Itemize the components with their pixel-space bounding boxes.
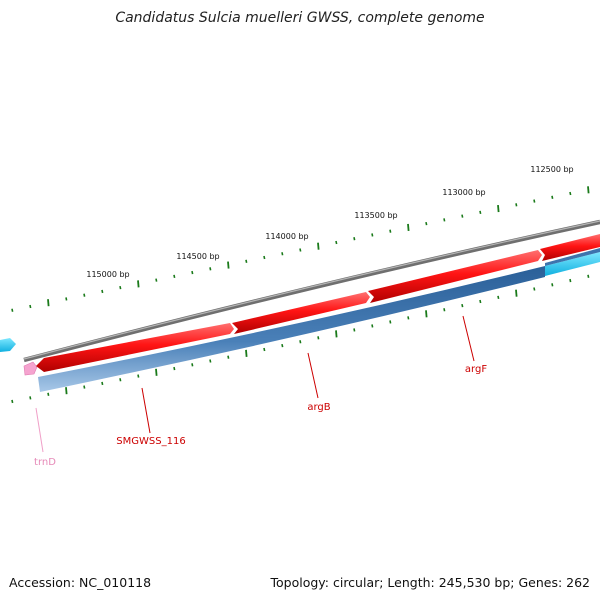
ruler-minor-tick: [389, 320, 392, 324]
gene-block-red-2[interactable]: [232, 292, 370, 334]
ruler-major-tick: [65, 387, 68, 395]
trnD-connector: [35, 407, 44, 453]
ruler-minor-tick: [227, 355, 230, 359]
ruler-minor-tick: [443, 308, 446, 312]
ruler-minor-tick: [173, 274, 176, 279]
gene-block-blue-1[interactable]: [38, 266, 545, 392]
ruler-minor-tick: [29, 304, 32, 309]
ruler-minor-tick: [101, 381, 104, 386]
ruler-minor-tick: [335, 240, 338, 245]
ruler-major-tick: [515, 289, 518, 297]
gene-label-trnD[interactable]: trnD: [34, 457, 56, 468]
ruler-minor-tick: [11, 308, 14, 312]
gene-block-red-1[interactable]: [36, 323, 234, 372]
ruler-minor-tick: [533, 199, 536, 203]
ruler-label-112500: 112500 bp: [530, 165, 573, 174]
ruler-minor-tick: [353, 237, 356, 241]
gene-label-argB[interactable]: argB: [307, 402, 330, 413]
cyan-feature-left[interactable]: [0, 338, 16, 352]
ruler-minor-tick: [407, 316, 410, 320]
ruler-minor-tick: [47, 392, 50, 396]
genome-backbone: [23, 219, 600, 363]
ruler-minor-tick: [245, 259, 248, 263]
accession-text: Accession: NC_010118: [9, 575, 152, 590]
genome-title: Candidatus Sulcia muelleri GWSS, complet…: [115, 10, 485, 26]
ruler-minor-tick: [83, 385, 86, 389]
ruler-minor-tick: [65, 297, 68, 301]
ruler-major-tick: [425, 310, 428, 318]
SMGWSS_116-connector: [141, 387, 151, 434]
ruler-minor-tick: [569, 191, 572, 196]
ruler-minor-tick: [29, 396, 32, 400]
forward-strand-genes: [36, 234, 600, 372]
ruler-minor-tick: [119, 378, 122, 382]
ruler-minor-tick: [299, 248, 302, 252]
ruler-major-tick: [245, 349, 248, 357]
genome-backbone-highlight: [23, 220, 600, 360]
ruler-minor-tick: [119, 285, 122, 290]
argF-connector: [462, 315, 475, 362]
ruler-minor-tick: [569, 278, 572, 283]
ruler-minor-tick: [479, 299, 482, 304]
ruler-minor-tick: [209, 359, 212, 363]
ruler-major-tick: [227, 261, 230, 269]
ruler-minor-tick: [281, 252, 284, 256]
ruler-minor-tick: [209, 267, 212, 271]
ruler-major-tick: [587, 186, 590, 194]
ruler-label-114500: 114500 bp: [176, 252, 219, 261]
gene-label-argF[interactable]: argF: [465, 364, 487, 375]
ruler-minor-tick: [83, 293, 86, 297]
ruler-label-114000: 114000 bp: [265, 232, 308, 241]
ruler-minor-tick: [533, 287, 536, 291]
ruler-minor-tick: [515, 203, 518, 207]
trnD-feature[interactable]: [23, 361, 38, 376]
ruler-minor-tick: [101, 289, 104, 294]
ruler-minor-tick: [11, 399, 14, 404]
ruler-minor-tick: [191, 270, 194, 275]
ruler-major-tick: [47, 299, 50, 307]
ruler-label-113000: 113000 bp: [442, 188, 485, 197]
gene-block-blue-right[interactable]: [545, 248, 600, 266]
ruler-minor-tick: [155, 278, 158, 282]
ruler-minor-tick: [587, 274, 590, 278]
ruler-minor-tick: [461, 303, 464, 308]
ruler-minor-tick: [173, 366, 176, 371]
ruler-minor-tick: [551, 283, 554, 287]
ruler-minor-tick: [443, 218, 446, 222]
ruler-minor-tick: [281, 343, 284, 348]
ruler-major-tick: [335, 330, 338, 338]
ruler-major-tick: [155, 368, 158, 376]
ruler-minor-tick: [479, 210, 482, 215]
outer-ruler: [11, 186, 590, 312]
ruler-minor-tick: [263, 255, 266, 260]
ruler-label-115000: 115000 bp: [86, 270, 129, 279]
ruler-major-tick: [497, 205, 500, 213]
gene-block-red-3[interactable]: [368, 250, 542, 303]
ruler-major-tick: [407, 223, 410, 231]
ruler-minor-tick: [371, 233, 374, 237]
ruler-minor-tick: [137, 374, 140, 378]
ruler-minor-tick: [317, 336, 320, 340]
ruler-minor-tick: [551, 195, 554, 199]
ruler-minor-tick: [299, 340, 302, 344]
gene-label-SMGWSS_116[interactable]: SMGWSS_116: [116, 436, 185, 447]
ruler-major-tick: [137, 280, 140, 288]
ruler-major-tick: [317, 242, 320, 250]
ruler-minor-tick: [425, 221, 428, 226]
gene-block-red-4[interactable]: [540, 234, 600, 261]
ruler-minor-tick: [389, 229, 392, 233]
gene-block-cyan-right[interactable]: [545, 252, 600, 276]
ruler-minor-tick: [497, 295, 500, 300]
ruler-minor-tick: [353, 328, 356, 332]
genome-summary-text: Topology: circular; Length: 245,530 bp; …: [270, 575, 591, 590]
ruler-minor-tick: [371, 324, 374, 328]
inner-ruler: [11, 274, 590, 404]
ruler-minor-tick: [191, 363, 194, 367]
ruler-label-113500: 113500 bp: [354, 211, 397, 220]
argB-connector: [307, 352, 319, 399]
ruler-minor-tick: [263, 347, 266, 352]
ruler-minor-tick: [461, 214, 464, 218]
reverse-strand-genes: [38, 248, 600, 392]
